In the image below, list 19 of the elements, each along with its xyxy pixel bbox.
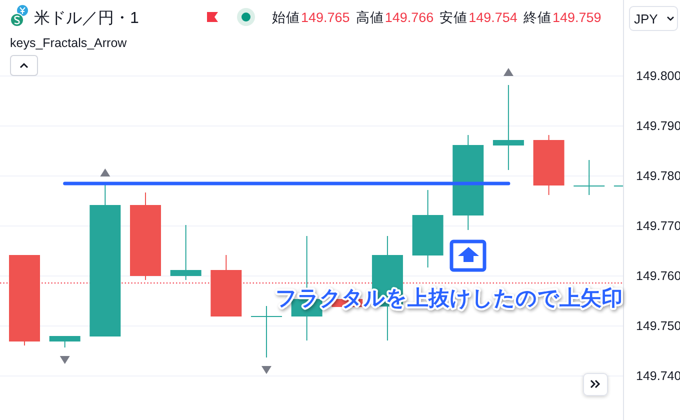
text: 米ドル／円・1 xyxy=(34,9,139,27)
point xyxy=(60,356,70,364)
point xyxy=(503,68,514,76)
point xyxy=(100,168,110,176)
candlestick xyxy=(574,160,605,196)
annotation: 149.765 xyxy=(301,10,350,25)
text: JPY xyxy=(634,12,658,26)
candlestick xyxy=(170,224,202,280)
annotation: 149.759 xyxy=(552,10,602,25)
annotation: 149.766 xyxy=(384,10,434,25)
text: keys_Fractals_Arrow xyxy=(10,36,128,50)
point xyxy=(261,366,272,374)
annotation: 149.754 xyxy=(468,10,518,25)
candlestick xyxy=(492,84,524,170)
annotation: 終値 xyxy=(522,10,552,25)
annotation: 始値 xyxy=(272,10,300,25)
annotation: 高値 xyxy=(356,10,384,25)
candlestick xyxy=(250,306,282,358)
annotation: 安値 xyxy=(440,10,468,25)
